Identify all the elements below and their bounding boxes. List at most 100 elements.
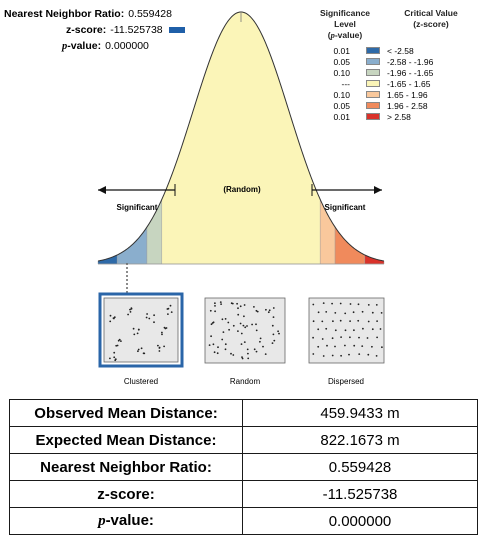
random-point (231, 302, 234, 305)
cluster-point (170, 311, 173, 313)
random-point (259, 340, 261, 343)
ratio-value: 0.559428 (242, 453, 478, 481)
random-point (216, 352, 219, 355)
clustered-panel[interactable] (103, 297, 179, 363)
dispersed-point (371, 311, 374, 314)
legend-row: 0.01 > 2.58 (312, 111, 484, 122)
random-point (246, 348, 249, 351)
random-point (227, 321, 230, 324)
random-point (272, 307, 275, 309)
clustered-panel-frame[interactable] (98, 292, 184, 368)
cluster-point (140, 347, 143, 350)
table-row: Expected Mean Distance: 822.1673 m (9, 426, 478, 454)
cluster-point (136, 332, 139, 335)
random-point (271, 342, 274, 344)
dispersed-point (317, 328, 320, 331)
dispersed-point (312, 303, 315, 306)
cluster-point (137, 348, 140, 351)
cluster-point (127, 313, 129, 316)
random-point (278, 332, 280, 335)
random-point (272, 316, 275, 318)
random-point (256, 310, 259, 313)
random-point (210, 335, 213, 338)
dispersed-point (367, 320, 370, 323)
random-point (214, 302, 216, 305)
cluster-point (146, 313, 149, 315)
cluster-point (109, 314, 112, 317)
dispersed-point (339, 319, 342, 322)
dispersed-point (349, 303, 352, 305)
dispersed-point (362, 327, 364, 330)
stats-p-label: p-value: (62, 39, 102, 52)
cluster-point (161, 333, 163, 336)
random-point (224, 348, 227, 351)
legend-level: 0.01 (333, 45, 350, 56)
dispersed-point (317, 311, 320, 314)
dispersed-panel[interactable] (308, 297, 385, 364)
dispersed-point (353, 344, 356, 347)
random-point (239, 305, 242, 308)
legend-level: 0.01 (333, 111, 350, 122)
cluster-point (164, 327, 167, 330)
cluster-point (148, 317, 151, 320)
random-point (246, 325, 248, 327)
dispersed-point (317, 345, 320, 348)
dispersed-point (371, 345, 373, 348)
cluster-point (145, 316, 148, 319)
random-point (209, 309, 212, 312)
random-points (208, 301, 280, 360)
dispersed-point (357, 319, 360, 322)
cluster-point (113, 356, 116, 359)
cluster-point (129, 311, 132, 313)
dispersed-point (334, 329, 337, 332)
dispersed-point (358, 353, 361, 355)
dispersed-point (344, 344, 346, 347)
results-table: Observed Mean Distance: 459.9433 m Expec… (9, 399, 478, 535)
random-panel[interactable] (204, 297, 286, 364)
legend-level: 0.05 (333, 56, 350, 67)
random-point (247, 357, 250, 360)
cluster-point (157, 344, 159, 347)
random-point (272, 333, 275, 336)
random-point (247, 352, 249, 355)
stats-z-label: z-score: (66, 24, 107, 36)
dispersed-point (340, 354, 342, 357)
random-point (243, 341, 246, 343)
random-point (220, 303, 223, 305)
legend-header: Significance Level (p-value) Critical Va… (312, 8, 484, 41)
expected-label: Expected Mean Distance: (9, 426, 243, 454)
legend-row: --- -1.65 - 1.65 (312, 78, 484, 89)
random-point (214, 310, 217, 313)
table-row: p-value: 0.000000 (9, 507, 478, 535)
dispersed-point (331, 302, 333, 305)
dispersed-point (334, 312, 337, 314)
table-row: z-score: -11.525738 (9, 480, 478, 508)
legend-swatch (366, 91, 380, 98)
dispersed-point (349, 336, 351, 339)
cluster-point (137, 328, 140, 331)
cluster-point (115, 344, 118, 347)
dispersed-points (312, 302, 383, 357)
random-point (222, 331, 225, 333)
observed-label: Observed Mean Distance: (9, 399, 243, 427)
random-point (243, 304, 246, 306)
legend-critical-value: 1.96 - 2.58 (387, 100, 428, 111)
random-point (271, 324, 274, 327)
legend-swatch (366, 47, 380, 54)
cluster-point (158, 350, 161, 352)
cluster-point (142, 352, 145, 355)
dispersed-point (322, 355, 325, 357)
dispersed-point (366, 337, 369, 339)
random-point (224, 343, 227, 346)
random-point (259, 337, 262, 340)
dispersed-point (344, 312, 347, 315)
cluster-point (118, 338, 121, 341)
dispersed-point (376, 336, 378, 339)
cluster-point (133, 333, 136, 336)
random-point (224, 318, 227, 320)
random-point (264, 353, 267, 355)
dispersed-point (367, 353, 370, 356)
cluster-point (163, 345, 166, 348)
dispersed-point (332, 320, 334, 323)
cluster-point (109, 357, 111, 360)
